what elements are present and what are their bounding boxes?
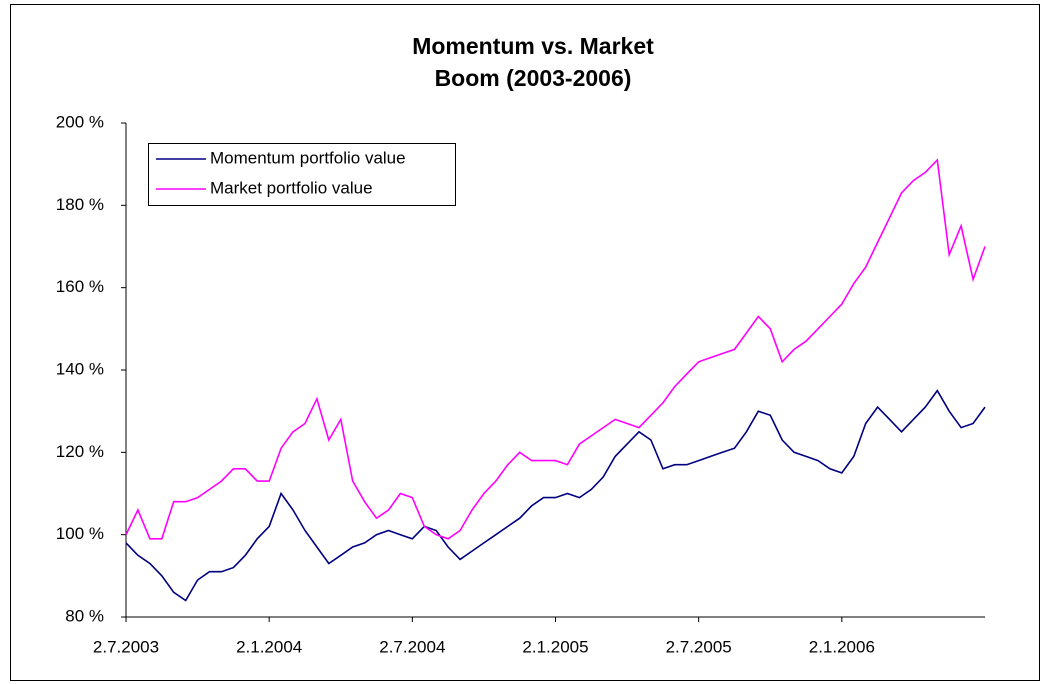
y-tick-label: 160 % [56,277,104,296]
y-tick-label: 120 % [56,442,104,461]
x-tick-label: 2.7.2004 [379,637,445,656]
y-tick-label: 80 % [65,606,104,625]
x-tick-label: 2.7.2003 [93,637,159,656]
chart-subtitle: Boom (2003-2006) [435,65,632,91]
legend-box [148,143,456,206]
y-tick-label: 180 % [56,195,104,214]
y-tick-label: 100 % [56,524,104,543]
legend-label: Momentum portfolio value [210,148,406,167]
chart-frame [10,4,1040,681]
y-tick-label: 140 % [56,359,104,378]
chart-title: Momentum vs. Market [412,33,654,59]
x-tick-label: 2.1.2004 [236,637,302,656]
x-tick-label: 2.1.2006 [809,637,875,656]
x-tick-label: 2.1.2005 [522,637,588,656]
x-tick-label: 2.7.2005 [666,637,732,656]
y-tick-label: 200 % [56,112,104,131]
legend-label: Market portfolio value [210,178,373,197]
series-line [125,158,986,540]
series-line [125,389,986,602]
